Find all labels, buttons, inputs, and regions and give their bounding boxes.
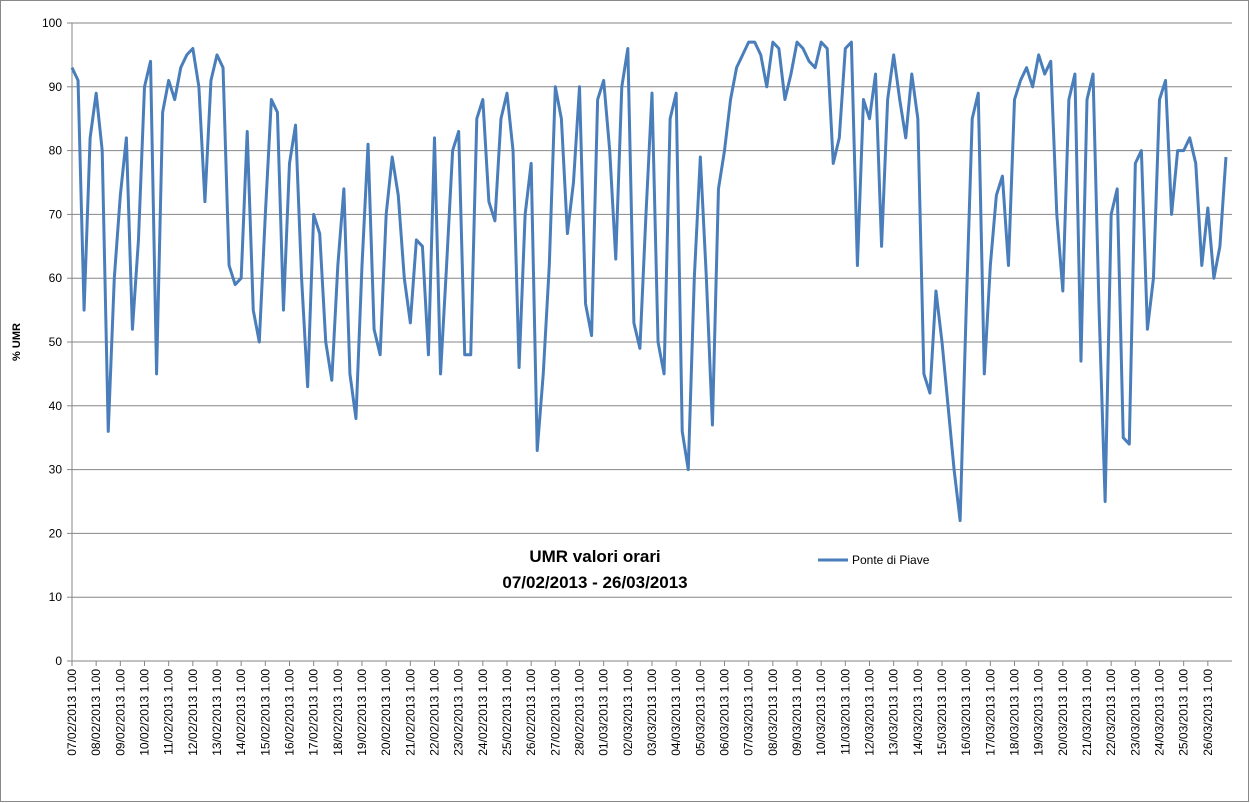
- x-tick-label: 22/02/2013 1.00: [428, 669, 442, 756]
- x-tick-label: 26/03/2013 1.00: [1201, 669, 1215, 756]
- x-tick-label: 23/03/2013 1.00: [1128, 669, 1142, 756]
- y-tick-label: 50: [49, 335, 63, 349]
- x-tick-label: 21/02/2013 1.00: [403, 669, 417, 756]
- x-tick-label: 22/03/2013 1.00: [1104, 669, 1118, 756]
- x-tick-label: 17/03/2013 1.00: [983, 669, 997, 756]
- x-tick-label: 10/02/2013 1.00: [138, 669, 152, 756]
- y-tick-label: 90: [49, 80, 63, 94]
- x-tick-label: 15/02/2013 1.00: [258, 669, 272, 756]
- x-tick-label: 20/03/2013 1.00: [1056, 669, 1070, 756]
- x-tick-label: 23/02/2013 1.00: [452, 669, 466, 756]
- series-line: [70, 40, 1228, 523]
- x-tick-label: 15/03/2013 1.00: [935, 669, 949, 756]
- x-tick-label: 13/02/2013 1.00: [210, 669, 224, 756]
- x-tick-label: 12/03/2013 1.00: [863, 669, 877, 756]
- chart-subtitle: 07/02/2013 - 26/03/2013: [502, 573, 687, 592]
- x-tick-label: 25/03/2013 1.00: [1177, 669, 1191, 756]
- x-tick-label: 14/02/2013 1.00: [234, 669, 248, 756]
- x-tick-label: 17/02/2013 1.00: [307, 669, 321, 756]
- x-tick-label: 26/02/2013 1.00: [524, 669, 538, 756]
- x-tick-label: 13/03/2013 1.00: [887, 669, 901, 756]
- y-tick-label: 40: [49, 399, 63, 413]
- x-tick-label: 25/02/2013 1.00: [500, 669, 514, 756]
- x-tick-label: 05/03/2013 1.00: [693, 669, 707, 756]
- y-tick-label: 20: [49, 526, 63, 540]
- x-tick-label: 06/03/2013 1.00: [718, 669, 732, 756]
- x-tick-label: 18/03/2013 1.00: [1008, 669, 1022, 756]
- y-tick-label: 100: [42, 16, 62, 30]
- y-tick-label: 30: [49, 463, 63, 477]
- x-tick-label: 09/03/2013 1.00: [790, 669, 804, 756]
- x-tick-label: 20/02/2013 1.00: [379, 669, 393, 756]
- y-axis-label: % UMR: [11, 323, 23, 361]
- x-tick-label: 28/02/2013 1.00: [573, 669, 587, 756]
- x-tick-label: 24/02/2013 1.00: [476, 669, 490, 756]
- x-tick-label: 14/03/2013 1.00: [911, 669, 925, 756]
- x-tick-label: 16/02/2013 1.00: [283, 669, 297, 756]
- y-tick-label: 70: [49, 207, 63, 221]
- x-tick-label: 01/03/2013 1.00: [597, 669, 611, 756]
- x-tick-label: 03/03/2013 1.00: [645, 669, 659, 756]
- x-tick-label: 24/03/2013 1.00: [1153, 669, 1167, 756]
- legend-label: Ponte di Piave: [852, 553, 930, 567]
- x-tick-label: 02/03/2013 1.00: [621, 669, 635, 756]
- y-tick-label: 80: [49, 144, 63, 158]
- x-tick-label: 10/03/2013 1.00: [814, 669, 828, 756]
- y-tick-label: 10: [49, 590, 63, 604]
- x-tick-label: 27/02/2013 1.00: [548, 669, 562, 756]
- x-tick-label: 11/03/2013 1.00: [838, 669, 852, 755]
- x-tick-label: 04/03/2013 1.00: [669, 669, 683, 756]
- y-tick-label: 0: [55, 654, 62, 668]
- x-tick-label: 12/02/2013 1.00: [186, 669, 200, 756]
- x-tick-label: 18/02/2013 1.00: [331, 669, 345, 756]
- x-tick-label: 08/02/2013 1.00: [89, 669, 103, 756]
- x-tick-label: 08/03/2013 1.00: [766, 669, 780, 756]
- chart-title: UMR valori orari: [529, 547, 660, 566]
- x-tick-label: 16/03/2013 1.00: [959, 669, 973, 756]
- x-tick-label: 19/02/2013 1.00: [355, 669, 369, 756]
- x-tick-label: 09/02/2013 1.00: [113, 669, 127, 756]
- x-tick-label: 07/03/2013 1.00: [742, 669, 756, 756]
- x-tick-label: 07/02/2013 1.00: [65, 669, 79, 756]
- x-tick-label: 19/03/2013 1.00: [1032, 669, 1046, 756]
- x-tick-label: 11/02/2013 1.00: [162, 669, 176, 755]
- y-tick-label: 60: [49, 271, 63, 285]
- x-tick-label: 21/03/2013 1.00: [1080, 669, 1094, 756]
